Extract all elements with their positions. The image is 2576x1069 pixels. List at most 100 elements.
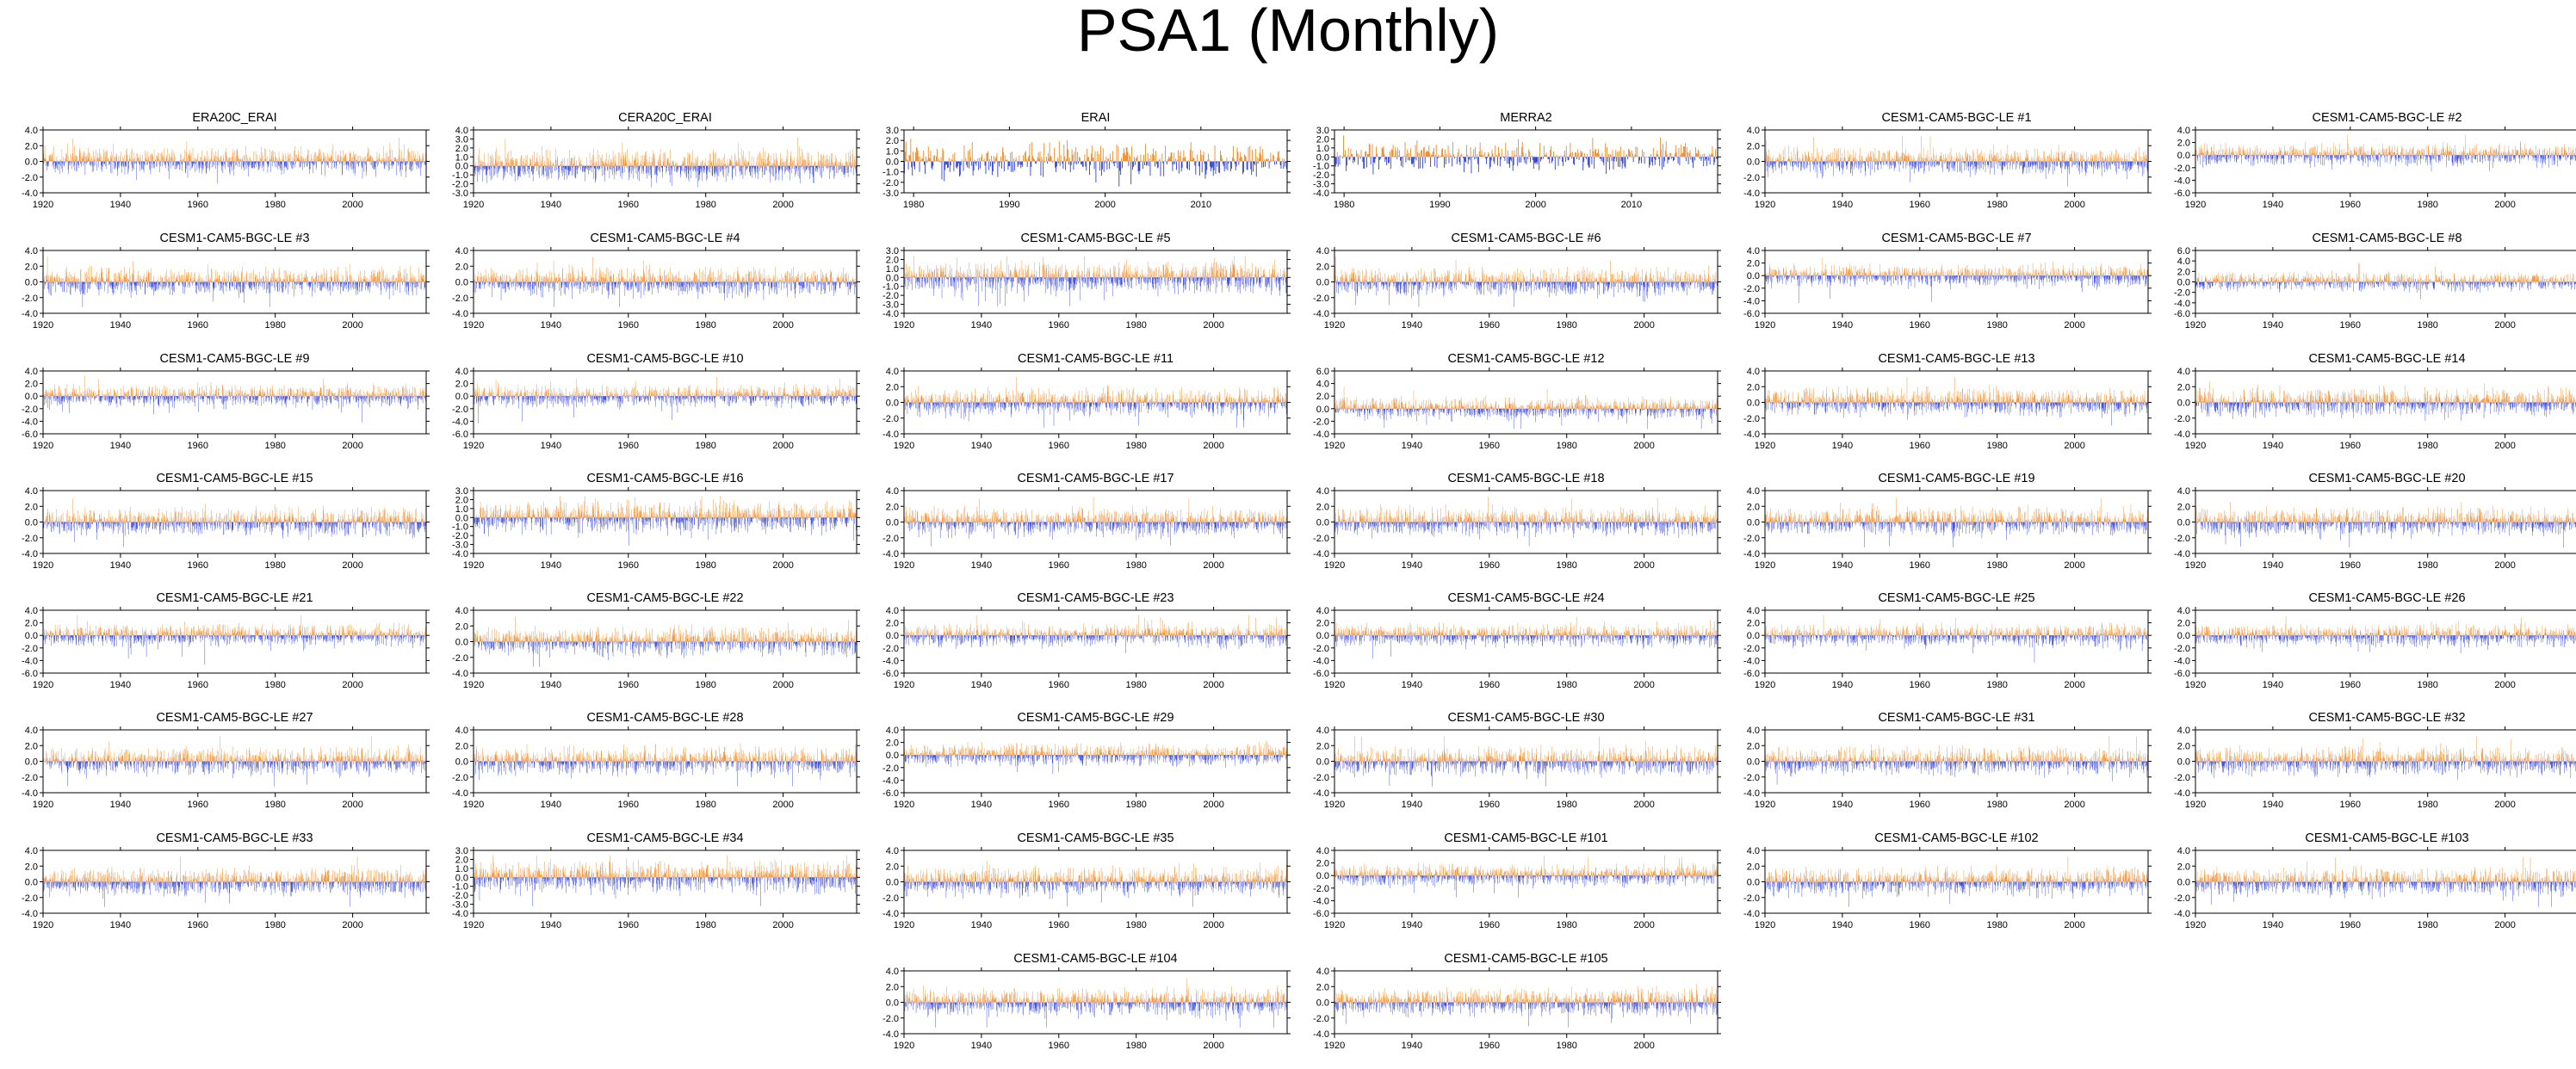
positive-bar: [1675, 151, 1677, 158]
negative-bar: [1434, 157, 1435, 167]
positive-bar: [934, 155, 936, 162]
negative-bar: [1195, 161, 1197, 175]
positive-bar: [1038, 158, 1040, 162]
x-tick-label: 1980: [264, 200, 285, 210]
negative-bar: [1268, 161, 1270, 169]
negative-bar: [1210, 161, 1211, 167]
positive-bar: [1102, 148, 1104, 162]
negative-bar: [1345, 157, 1347, 171]
positive-bar: [1041, 157, 1043, 162]
negative-bar: [959, 161, 961, 176]
y-tick-label: 2.0: [1316, 134, 1329, 145]
positive-bar: [1077, 151, 1079, 162]
y-tick-label: 1.0: [886, 146, 899, 157]
negative-bar: [1206, 161, 1208, 170]
negative-bar: [1082, 161, 1084, 168]
positive-bar: [1352, 153, 1353, 158]
positive-bar: [1381, 147, 1383, 158]
positive-bar: [1520, 147, 1522, 158]
y-tick-label: -4.0: [22, 188, 38, 199]
negative-bar: [1132, 161, 1133, 170]
positive-bar: [1110, 153, 1112, 162]
positive-bar: [1625, 155, 1627, 158]
positive-bar: [1275, 160, 1276, 162]
x-tick-label: 2010: [1621, 200, 1642, 210]
negative-bar: [925, 161, 926, 175]
negative-bar: [1279, 161, 1281, 166]
positive-bar: [1514, 150, 1515, 158]
y-tick-label: 0.0: [1747, 158, 1760, 168]
negative-bar: [1009, 161, 1011, 167]
negative-bar: [1662, 157, 1663, 170]
positive-bar: [1434, 155, 1436, 158]
positive-bar: [1051, 160, 1053, 162]
negative-bar: [1487, 157, 1488, 158]
positive-bar: [1473, 149, 1475, 158]
negative-bar: [1261, 161, 1263, 168]
x-tick-label: 1960: [1910, 200, 1930, 210]
negative-bar: [1112, 161, 1114, 164]
negative-bar: [1081, 161, 1082, 164]
positive-bar: [904, 151, 906, 162]
positive-bar: [1670, 152, 1672, 158]
positive-bar: [1698, 151, 1700, 158]
negative-bar: [1552, 157, 1553, 161]
positive-bar: [1270, 152, 1272, 162]
negative-bar: [1590, 157, 1592, 158]
positive-bar: [1125, 147, 1127, 162]
positive-bar: [1597, 149, 1599, 158]
positive-bar: [1200, 155, 1202, 162]
positive-bar: [1452, 141, 1454, 158]
negative-bar: [1250, 161, 1252, 170]
x-tick-label: 1990: [1429, 200, 1450, 210]
positive-bar: [1048, 158, 1050, 162]
negative-bar: [1520, 157, 1521, 163]
negative-bar: [1533, 157, 1534, 170]
positive-bar: [1447, 145, 1449, 158]
negative-bar: [949, 161, 951, 172]
positive-bar: [1207, 159, 1209, 162]
positive-bar: [1147, 152, 1149, 162]
negative-bar: [1166, 161, 1167, 163]
y-tick-label: -3.0: [452, 188, 468, 199]
negative-bar: [1265, 161, 1266, 167]
positive-bar: [1126, 147, 1128, 162]
negative-bar: [1687, 157, 1689, 164]
positive-bar: [1564, 151, 1565, 158]
positive-bar: [1505, 143, 1507, 158]
positive-bar: [996, 152, 998, 162]
negative-bar: [1216, 161, 1217, 164]
positive-bar: [1712, 154, 1714, 158]
positive-bar: [1579, 155, 1581, 158]
negative-bar: [1564, 157, 1566, 163]
chart-panel: ERA20C_ERAI 4.0 2.0 0.0 -2.0 -4.0 1920 1940 1960…: [9, 106, 439, 210]
negative-bar: [1649, 157, 1650, 168]
negative-bar: [913, 161, 914, 167]
positive-bar: [1190, 142, 1192, 162]
negative-bar: [1535, 157, 1537, 164]
positive-bar: [1039, 151, 1041, 162]
positive-bar: [1004, 155, 1006, 162]
positive-bar: [1392, 145, 1394, 158]
negative-bar: [1464, 157, 1465, 162]
positive-bar: [1050, 156, 1052, 162]
positive-bar: [951, 158, 952, 162]
positive-bar: [1634, 154, 1636, 158]
negative-bar: [1648, 157, 1650, 158]
positive-bar: [1136, 155, 1138, 162]
negative-bar: [1474, 157, 1476, 159]
positive-bar: [1282, 158, 1284, 162]
positive-bar: [1630, 151, 1631, 158]
positive-bar: [1267, 158, 1269, 162]
x-tick-label: 1960: [618, 200, 639, 210]
positive-bar: [1199, 150, 1201, 162]
negative-bar: [1510, 157, 1512, 162]
positive-bar: [1398, 155, 1399, 158]
positive-bar: [1546, 156, 1548, 158]
negative-bar: [1638, 157, 1640, 164]
negative-bar: [1362, 157, 1364, 163]
negative-bar: [1396, 157, 1398, 159]
negative-bar: [1384, 157, 1386, 163]
negative-bar: [1269, 161, 1271, 163]
positive-bar: [1177, 159, 1178, 162]
